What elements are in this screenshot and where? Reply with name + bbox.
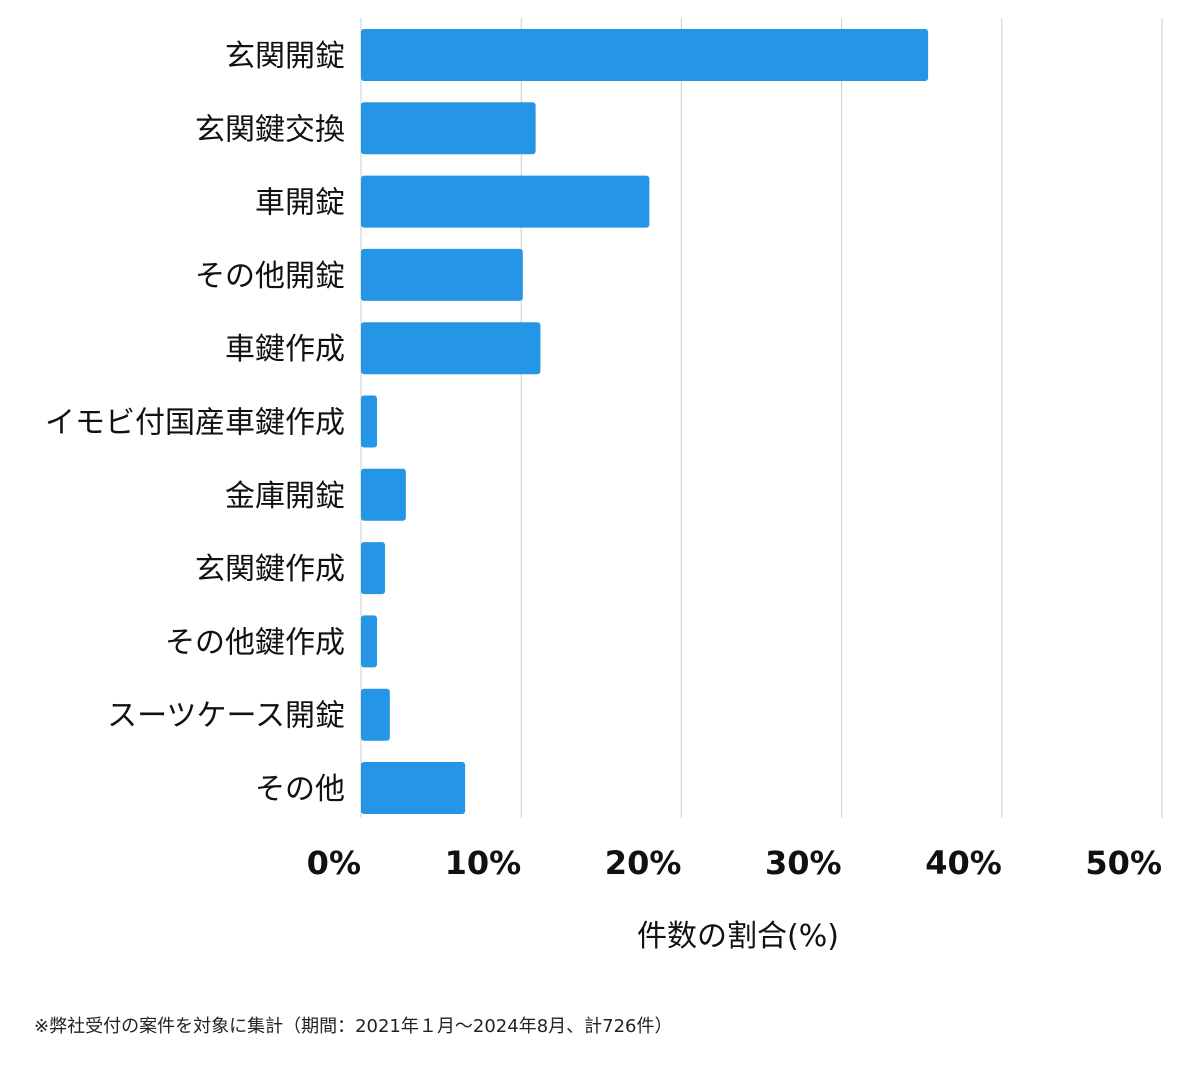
bar (361, 688, 390, 741)
category-label: 車鍵作成 (225, 332, 345, 367)
x-tick-label: 0% (307, 844, 361, 882)
bar (361, 102, 536, 155)
bar (361, 175, 650, 228)
category-label: 金庫開錠 (225, 479, 345, 514)
bar (361, 29, 929, 81)
category-label: イモビ付国産車鍵作成 (45, 406, 345, 441)
category-label: 車開錠 (255, 186, 345, 221)
bar (361, 395, 378, 448)
x-axis-title: 件数の割合(%) (637, 919, 839, 954)
bar (361, 615, 378, 668)
category-label: 玄関鍵交換 (195, 112, 345, 147)
category-labels: 玄関開錠玄関鍵交換車開錠その他開錠車鍵作成イモビ付国産車鍵作成金庫開錠玄関鍵作成… (45, 39, 345, 807)
x-tick-label: 20% (605, 844, 682, 882)
bar (361, 322, 541, 375)
x-tick-label: 40% (925, 844, 1002, 882)
bar-chart: 玄関開錠玄関鍵交換車開錠その他開錠車鍵作成イモビ付国産車鍵作成金庫開錠玄関鍵作成… (45, 18, 1163, 954)
category-label: スーツケース開錠 (107, 699, 345, 734)
bar (361, 248, 523, 301)
x-tick-label: 50% (1085, 844, 1162, 882)
category-label: 玄関開錠 (225, 39, 345, 74)
category-label: その他 (255, 772, 345, 807)
category-label: その他開錠 (195, 259, 345, 294)
x-tick-label: 30% (765, 844, 842, 882)
bar (361, 468, 406, 521)
category-label: その他鍵作成 (165, 625, 345, 660)
category-label: 玄関鍵作成 (195, 552, 345, 587)
bar (361, 542, 386, 595)
bars (361, 29, 929, 814)
bar (361, 762, 466, 814)
x-tick-labels: 0% 10% 20% 30% 40% 50% (307, 844, 1162, 882)
x-tick-label: 10% (445, 844, 522, 882)
footnote: ※弊社受付の案件を対象に集計（期間：2021年１月〜2024年8月、計726件） (34, 1016, 673, 1037)
